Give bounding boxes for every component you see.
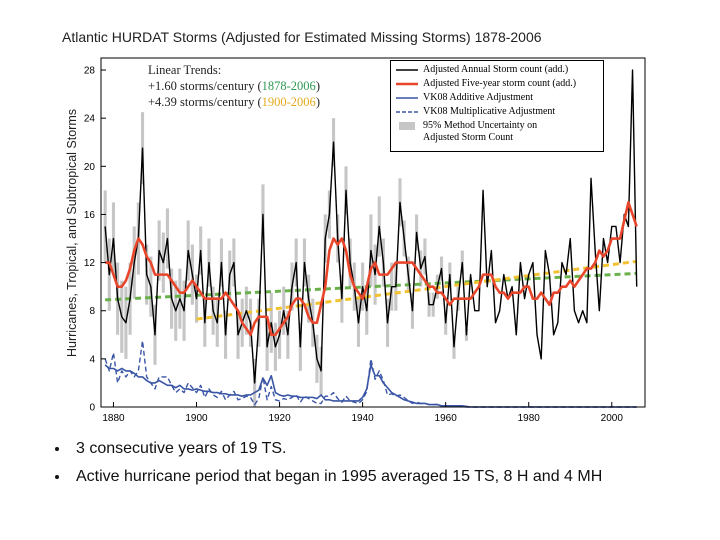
legend-swatch bbox=[396, 69, 418, 71]
legend-entry: Adjusted Five-year storm count (add.) bbox=[395, 78, 599, 92]
x-tick-label: 1960 bbox=[435, 413, 458, 424]
legend-label: VK08 Multiplicative Adjustment bbox=[423, 106, 556, 117]
bullet-item: 3 consecutive years of 19 TS. bbox=[70, 440, 602, 458]
trend-title: Linear Trends: bbox=[148, 63, 222, 77]
x-tick-label: 1880 bbox=[102, 413, 125, 424]
legend-swatch bbox=[396, 97, 418, 99]
y-tick-label: 12 bbox=[84, 258, 96, 269]
x-tick-label: 1940 bbox=[351, 413, 374, 424]
legend-entry: Adjusted Annual Storm count (add.) bbox=[395, 64, 599, 78]
legend-swatch bbox=[396, 111, 418, 113]
x-tick-label: 1900 bbox=[185, 413, 208, 424]
trend-row: +4.39 storms/century (1900-2006) bbox=[148, 94, 320, 110]
y-tick-label: 0 bbox=[89, 403, 95, 414]
y-tick-label: 20 bbox=[84, 162, 96, 173]
y-tick-label: 4 bbox=[89, 354, 95, 365]
bullet-item: Active hurricane period that began in 19… bbox=[70, 468, 602, 486]
legend-label: 95% Method Uncertainty on Adjusted Storm… bbox=[423, 120, 538, 143]
y-tick-label: 24 bbox=[84, 114, 96, 125]
trend-close: ) bbox=[315, 95, 320, 109]
trend-annotation: Linear Trends: +1.60 storms/century (187… bbox=[148, 62, 320, 110]
trend-line bbox=[105, 271, 637, 302]
legend-entry: 95% Method Uncertainty on Adjusted Storm… bbox=[395, 120, 599, 143]
y-tick-label: 16 bbox=[84, 210, 96, 221]
series-line bbox=[104, 340, 637, 408]
y-tick-label: 28 bbox=[84, 66, 96, 77]
y-tick-label: 8 bbox=[89, 306, 95, 317]
plot-frame bbox=[100, 57, 646, 408]
legend-swatch bbox=[399, 122, 415, 130]
series-line bbox=[104, 364, 637, 408]
trend-label: +4.39 storms/century ( bbox=[148, 95, 262, 109]
x-tick-label: 2000 bbox=[601, 413, 624, 424]
chart: Atlantic HURDAT Storms (Adjusted for Est… bbox=[62, 29, 646, 424]
trend-period: 1900-2006 bbox=[261, 95, 316, 109]
legend-label: Adjusted Five-year storm count (add.) bbox=[423, 78, 577, 89]
legend-entry: VK08 Additive Adjustment bbox=[395, 92, 599, 106]
x-tick-label: 1920 bbox=[268, 413, 291, 424]
legend-label: Adjusted Annual Storm count (add.) bbox=[423, 64, 569, 75]
bullet-list: 3 consecutive years of 19 TS. Active hurr… bbox=[48, 440, 602, 496]
x-tick-label: 1980 bbox=[518, 413, 541, 424]
series-line bbox=[105, 201, 638, 337]
chart-title: Atlantic HURDAT Storms (Adjusted for Est… bbox=[62, 29, 542, 45]
legend-entry: VK08 Multiplicative Adjustment bbox=[395, 106, 599, 120]
trend-line bbox=[196, 259, 637, 321]
legend-swatch-box bbox=[399, 122, 415, 130]
trend-period: 1878-2006 bbox=[261, 79, 316, 93]
legend-label: VK08 Additive Adjustment bbox=[423, 92, 533, 103]
trend-row: +1.60 storms/century (1878-2006) bbox=[148, 78, 320, 94]
trend-close: ) bbox=[315, 79, 320, 93]
trend-label: +1.60 storms/century ( bbox=[148, 79, 262, 93]
y-axis-label: Hurricanes, Tropical, and Subtropical St… bbox=[65, 109, 79, 357]
legend: Adjusted Annual Storm count (add.) Adjust… bbox=[390, 60, 604, 152]
legend-swatch bbox=[396, 82, 418, 86]
